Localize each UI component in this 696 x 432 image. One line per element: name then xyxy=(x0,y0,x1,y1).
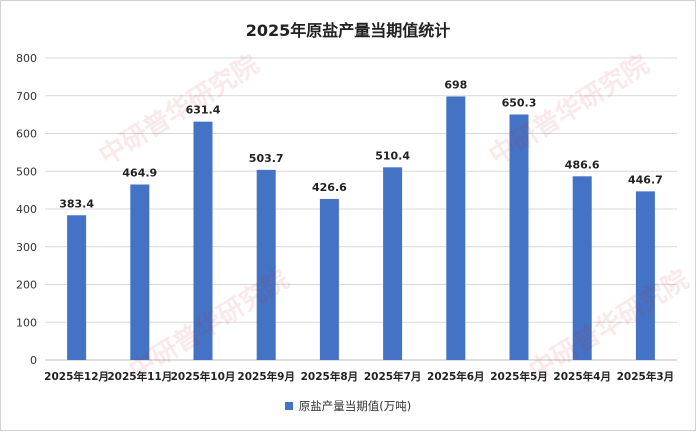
bar xyxy=(130,184,150,360)
bar xyxy=(256,169,276,360)
y-tick-label: 400 xyxy=(16,203,37,216)
data-label: 446.7 xyxy=(628,173,663,186)
chart-legend: 原盐产量当期值(万吨) xyxy=(1,398,695,414)
x-tick-label: 2025年5月 xyxy=(490,370,548,383)
bar xyxy=(572,176,592,360)
x-tick-label: 2025年8月 xyxy=(301,370,359,383)
data-label: 510.4 xyxy=(375,149,410,162)
x-tick-label: 2025年4月 xyxy=(553,370,611,383)
x-tick-label: 2025年12月 xyxy=(44,370,109,383)
y-tick-label: 800 xyxy=(16,52,37,65)
bar xyxy=(383,167,403,360)
data-label: 486.6 xyxy=(565,158,600,171)
y-tick-label: 200 xyxy=(16,279,37,292)
value-labels: 383.4 464.9 631.4 503.7 426.6 510.4 698 650.3 48… xyxy=(59,79,663,211)
x-tick-label: 2025年9月 xyxy=(237,370,295,383)
data-label: 426.6 xyxy=(312,181,347,194)
legend-swatch xyxy=(284,402,293,410)
x-tick-label: 2025年10月 xyxy=(171,370,236,383)
bar xyxy=(67,215,87,360)
gridlines xyxy=(45,57,677,361)
x-tick-label: 2025年11月 xyxy=(107,370,172,383)
x-tick-label: 2025年7月 xyxy=(364,370,422,383)
y-tick-label: 100 xyxy=(16,316,37,329)
y-tick-label: 700 xyxy=(16,90,37,103)
data-label: 631.4 xyxy=(186,104,221,117)
x-tick-label: 2025年3月 xyxy=(617,370,675,383)
y-tick-label: 300 xyxy=(16,241,37,254)
y-tick-label: 0 xyxy=(30,354,37,367)
y-axis-ticks: 0 100 200 300 400 500 600 700 800 xyxy=(16,52,37,367)
y-tick-label: 500 xyxy=(16,165,37,178)
legend-label: 原盐产量当期值(万吨) xyxy=(298,399,412,413)
y-tick-label: 600 xyxy=(16,128,37,141)
data-label: 464.9 xyxy=(122,167,157,180)
data-label: 650.3 xyxy=(502,97,537,110)
bar xyxy=(319,198,339,360)
bar xyxy=(635,191,655,360)
bars xyxy=(67,96,655,360)
bar xyxy=(193,121,213,360)
data-label: 503.7 xyxy=(249,152,284,165)
data-label: 383.4 xyxy=(59,197,94,210)
chart-title: 2025年原盐产量当期值统计 xyxy=(245,21,451,40)
x-tick-label: 2025年6月 xyxy=(427,370,485,383)
bar xyxy=(446,96,466,360)
bar xyxy=(509,114,529,360)
data-label: 698 xyxy=(444,79,467,92)
